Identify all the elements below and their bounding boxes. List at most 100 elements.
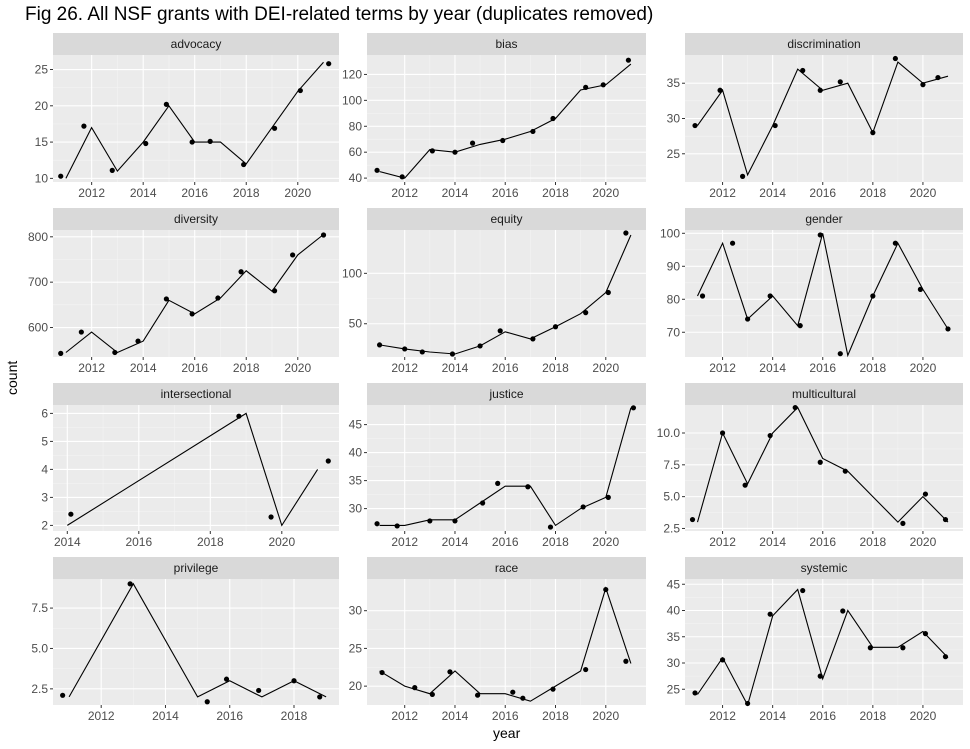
data-point <box>922 491 929 497</box>
tick-label-x: 2018 <box>859 535 886 549</box>
tick-label-y: 80 <box>667 292 681 306</box>
data-point <box>583 666 589 673</box>
data-point <box>256 687 262 694</box>
tick-label-y: 100 <box>342 93 362 107</box>
data-point <box>840 608 846 614</box>
data-point <box>767 293 773 299</box>
panel-privilege: privilege 2012 2014 2016 2018 2.5 5.0 7.5 <box>31 557 339 723</box>
data-point <box>625 57 632 63</box>
data-point <box>325 458 331 464</box>
data-point <box>920 82 926 88</box>
tick-label-y: 10.0 <box>657 426 681 440</box>
series-line <box>697 233 949 358</box>
data-point <box>699 293 706 299</box>
facet-strip-label: gender <box>805 212 842 226</box>
data-point <box>767 611 773 617</box>
data-point <box>547 524 554 530</box>
data-point <box>236 413 242 419</box>
tick-label-y: 5.0 <box>663 490 680 504</box>
data-point <box>163 296 169 302</box>
data-point <box>374 521 380 527</box>
panel-multicultural: multicultural 2012 2014 2016 2018 2020 2.5 5.0 7… <box>657 383 963 549</box>
tick-label-x: 2018 <box>542 186 569 200</box>
panel-background <box>367 55 646 182</box>
data-point <box>127 581 133 587</box>
data-point <box>837 351 843 357</box>
data-point <box>320 232 327 238</box>
series-line <box>379 586 632 702</box>
tick-label-x: 2012 <box>709 186 736 200</box>
data-point <box>917 286 924 292</box>
series-line <box>67 412 319 527</box>
data-point <box>429 691 435 698</box>
data-point <box>942 516 949 523</box>
data-point <box>452 518 458 524</box>
tick-label-y: 3 <box>41 490 48 504</box>
facet-strip <box>685 208 963 230</box>
tick-label-y: 35 <box>349 474 363 488</box>
tick-label-x: 2014 <box>130 361 157 375</box>
panel-discrimination: discrimination 2012 2014 2016 2018 2020 25 30 35 <box>667 33 963 200</box>
panel-background <box>53 405 339 531</box>
data-point <box>817 673 823 679</box>
data-point <box>60 692 66 698</box>
data-point <box>550 686 556 692</box>
data-point <box>379 669 385 676</box>
facet-strip <box>53 208 339 230</box>
data-point <box>817 87 823 93</box>
data-point <box>207 138 213 144</box>
data-point <box>223 676 230 682</box>
facet-strip-label: discrimination <box>787 37 860 51</box>
tick-label-x: 2020 <box>268 535 295 549</box>
tick-label-y: 7.5 <box>31 601 48 615</box>
data-point <box>525 484 531 490</box>
data-point <box>58 350 64 356</box>
data-point <box>867 645 873 651</box>
tick-label-y: 100 <box>660 226 680 240</box>
tick-label-x: 2018 <box>542 361 569 375</box>
data-point <box>394 523 400 529</box>
data-point <box>374 167 380 173</box>
data-point <box>797 323 803 329</box>
data-point <box>772 122 778 129</box>
tick-label-x: 2018 <box>197 535 224 549</box>
tick-label-x: 2016 <box>809 361 836 375</box>
facet-strip-label: multicultural <box>792 387 856 401</box>
tick-label-y: 30 <box>667 112 681 126</box>
data-point <box>297 87 303 94</box>
tick-label-y: 4 <box>41 462 48 476</box>
tick-label-x: 2020 <box>910 186 937 200</box>
data-point <box>163 101 169 107</box>
tick-label-x: 2018 <box>859 186 886 200</box>
tick-label-y: 40 <box>349 446 363 460</box>
data-point <box>530 336 536 342</box>
tick-label-y: 80 <box>349 119 363 133</box>
panel-gender: gender 2012 2014 2016 2018 2020 70 80 90 100 <box>660 208 963 375</box>
data-point <box>740 173 746 179</box>
data-point <box>497 328 503 334</box>
tick-label-x: 2014 <box>759 186 786 200</box>
data-point <box>719 430 726 436</box>
data-point <box>817 459 823 465</box>
data-point <box>603 586 609 593</box>
data-point <box>729 240 736 246</box>
tick-label-y: 40 <box>667 604 681 618</box>
tick-label-x: 2012 <box>78 361 105 375</box>
facet-strip-label: equity <box>490 212 522 226</box>
panel-advocacy: advocacy 2012 2014 2016 2018 2020 10 15 20 25 <box>35 33 339 200</box>
facet-strip <box>685 557 963 579</box>
tick-label-x: 2020 <box>284 361 311 375</box>
data-point <box>271 125 278 131</box>
data-point <box>204 699 210 705</box>
data-point <box>447 669 453 675</box>
tick-label-y: 25 <box>667 682 681 696</box>
panel-systemic: systemic 2012 2014 2016 2018 2020 25 30 35 40 45 <box>667 557 963 723</box>
data-point <box>81 123 87 129</box>
tick-label-y: 45 <box>349 418 363 432</box>
tick-label-y: 30 <box>349 604 363 618</box>
series-line <box>379 407 632 527</box>
data-point <box>477 343 483 349</box>
data-point <box>630 405 637 411</box>
panel-background <box>367 579 646 705</box>
tick-label-y: 2 <box>41 518 48 532</box>
